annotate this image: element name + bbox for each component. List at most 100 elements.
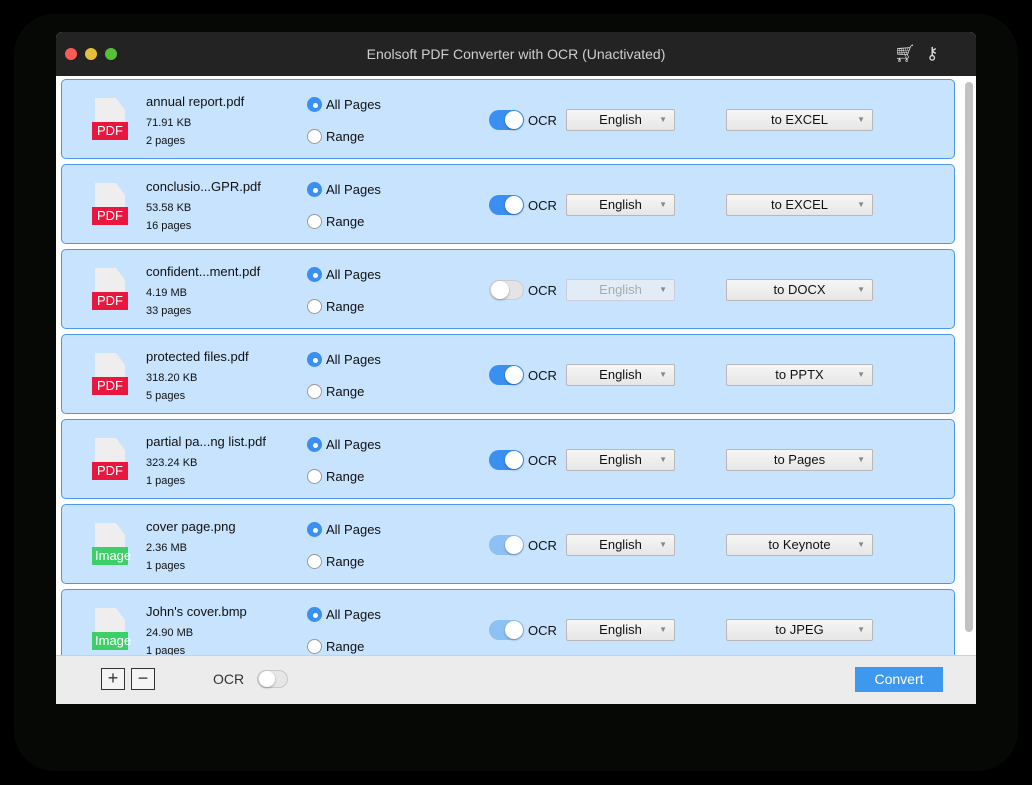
- ocr-label: OCR: [528, 538, 557, 553]
- file-size: 24.90 MB: [146, 627, 194, 639]
- file-name: partial pa...ng list.pdf: [146, 434, 266, 449]
- file-type-badge: PDF: [92, 122, 128, 140]
- language-value: English: [599, 197, 642, 212]
- file-row[interactable]: Image John's cover.bmp 24.90 MB 1 pages …: [61, 589, 955, 655]
- file-row[interactable]: PDF annual report.pdf 71.91 KB 2 pages A…: [61, 79, 955, 159]
- radio-selected-icon: [307, 437, 322, 452]
- convert-button[interactable]: Convert: [855, 667, 943, 692]
- language-select[interactable]: English ▼: [566, 449, 675, 471]
- page-count: 2 pages: [146, 135, 186, 147]
- all-pages-radio[interactable]: All Pages: [307, 437, 381, 452]
- key-icon[interactable]: ⚷: [926, 44, 939, 63]
- file-row[interactable]: Image cover page.png 2.36 MB 1 pages All…: [61, 504, 955, 584]
- file-type-badge: PDF: [92, 207, 128, 225]
- ocr-toggle[interactable]: [489, 110, 524, 130]
- all-pages-label: All Pages: [326, 607, 381, 622]
- output-format-select[interactable]: to JPEG ▼: [726, 619, 873, 641]
- language-select[interactable]: English ▼: [566, 279, 675, 301]
- all-pages-label: All Pages: [326, 182, 381, 197]
- minimize-button[interactable]: [85, 48, 97, 60]
- output-format-select[interactable]: to PPTX ▼: [726, 364, 873, 386]
- chevron-down-icon: ▼: [857, 625, 865, 634]
- chevron-down-icon: ▼: [857, 200, 865, 209]
- ocr-label: OCR: [528, 623, 557, 638]
- radio-unselected-icon: [307, 214, 322, 229]
- format-value: to Pages: [773, 452, 826, 467]
- radio-unselected-icon: [307, 129, 322, 144]
- ocr-label: OCR: [528, 113, 557, 128]
- file-row[interactable]: PDF conclusio...GPR.pdf 53.58 KB 16 page…: [61, 164, 955, 244]
- output-format-select[interactable]: to Pages ▼: [726, 449, 873, 471]
- ocr-toggle[interactable]: [489, 535, 524, 555]
- language-select[interactable]: English ▼: [566, 534, 675, 556]
- language-value: English: [599, 537, 642, 552]
- all-pages-radio[interactable]: All Pages: [307, 352, 381, 367]
- scrollbar[interactable]: [965, 82, 973, 632]
- range-radio[interactable]: Range: [307, 214, 364, 229]
- output-format-select[interactable]: to DOCX ▼: [726, 279, 873, 301]
- all-pages-radio[interactable]: All Pages: [307, 267, 381, 282]
- language-select[interactable]: English ▼: [566, 364, 675, 386]
- output-format-select[interactable]: to EXCEL ▼: [726, 194, 873, 216]
- ocr-toggle[interactable]: [489, 620, 524, 640]
- all-pages-label: All Pages: [326, 522, 381, 537]
- close-button[interactable]: [65, 48, 77, 60]
- ocr-toggle[interactable]: [489, 280, 524, 300]
- ocr-toggle[interactable]: [489, 365, 524, 385]
- pdf-file-icon: PDF: [92, 268, 128, 312]
- range-radio[interactable]: Range: [307, 384, 364, 399]
- output-format-select[interactable]: to Keynote ▼: [726, 534, 873, 556]
- file-type-badge: Image: [92, 547, 131, 565]
- chevron-down-icon: ▼: [659, 115, 667, 124]
- range-radio[interactable]: Range: [307, 129, 364, 144]
- file-name: John's cover.bmp: [146, 604, 247, 619]
- language-select[interactable]: English ▼: [566, 109, 675, 131]
- language-select[interactable]: English ▼: [566, 194, 675, 216]
- range-radio[interactable]: Range: [307, 554, 364, 569]
- all-pages-label: All Pages: [326, 352, 381, 367]
- ocr-label: OCR: [528, 198, 557, 213]
- file-list: Image John's cover.bmp 24.90 MB 1 pages …: [56, 76, 976, 655]
- chevron-down-icon: ▼: [857, 455, 865, 464]
- range-radio[interactable]: Range: [307, 469, 364, 484]
- language-select[interactable]: English ▼: [566, 619, 675, 641]
- all-pages-radio[interactable]: All Pages: [307, 522, 381, 537]
- format-value: to PPTX: [775, 367, 824, 382]
- file-row[interactable]: PDF partial pa...ng list.pdf 323.24 KB 1…: [61, 419, 955, 499]
- language-value: English: [599, 452, 642, 467]
- radio-selected-icon: [307, 352, 322, 367]
- range-radio[interactable]: Range: [307, 299, 364, 314]
- radio-unselected-icon: [307, 554, 322, 569]
- all-pages-label: All Pages: [326, 437, 381, 452]
- chevron-down-icon: ▼: [659, 455, 667, 464]
- page-count: 5 pages: [146, 390, 186, 402]
- range-label: Range: [326, 469, 365, 484]
- file-name: annual report.pdf: [146, 94, 245, 109]
- file-size: 53.58 KB: [146, 202, 192, 214]
- maximize-button[interactable]: [105, 48, 117, 60]
- ocr-toggle[interactable]: [489, 195, 524, 215]
- ocr-toggle[interactable]: [489, 450, 524, 470]
- format-value: to DOCX: [773, 282, 826, 297]
- footer-bar: + − OCR Convert: [56, 655, 976, 704]
- title-bar: Enolsoft PDF Converter with OCR (Unactiv…: [56, 32, 976, 76]
- cart-icon[interactable]: 🛒︎: [894, 44, 916, 63]
- file-row[interactable]: PDF protected files.pdf 318.20 KB 5 page…: [61, 334, 955, 414]
- file-type-badge: Image: [92, 632, 131, 650]
- all-pages-radio[interactable]: All Pages: [307, 97, 381, 112]
- page-count: 16 pages: [146, 220, 192, 232]
- file-type-badge: PDF: [92, 462, 128, 480]
- range-radio[interactable]: Range: [307, 639, 364, 654]
- all-pages-radio[interactable]: All Pages: [307, 607, 381, 622]
- image-file-icon: Image: [92, 523, 131, 567]
- global-ocr-label: OCR: [213, 671, 245, 687]
- all-pages-label: All Pages: [326, 97, 381, 112]
- global-ocr-toggle[interactable]: [257, 670, 288, 688]
- chevron-down-icon: ▼: [857, 115, 865, 124]
- output-format-select[interactable]: to EXCEL ▼: [726, 109, 873, 131]
- page-count: 33 pages: [146, 305, 192, 317]
- all-pages-radio[interactable]: All Pages: [307, 182, 381, 197]
- remove-file-button[interactable]: −: [131, 668, 155, 690]
- file-row[interactable]: PDF confident...ment.pdf 4.19 MB 33 page…: [61, 249, 955, 329]
- add-file-button[interactable]: +: [101, 668, 125, 690]
